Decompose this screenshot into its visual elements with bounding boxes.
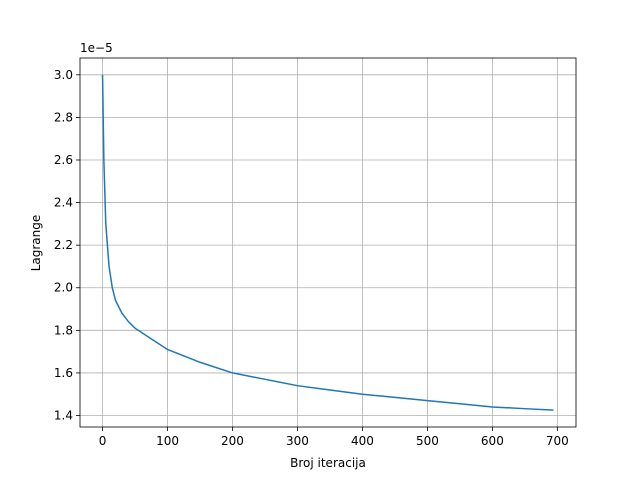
x-tick-label: 300	[286, 434, 309, 448]
y-tick-label: 2.6	[54, 153, 73, 167]
y-axis-label: Lagrange	[29, 215, 43, 272]
x-tick-label: 500	[416, 434, 439, 448]
x-tick-label: 100	[156, 434, 179, 448]
y-tick-label: 1.8	[54, 323, 73, 337]
y-tick-label: 2.8	[54, 110, 73, 124]
data-line	[101, 74, 554, 411]
y-tick-label: 2.4	[54, 196, 73, 210]
y-tick-label: 2.2	[54, 238, 73, 252]
y-tick-label: 2.0	[54, 281, 73, 295]
y-offset-text: 1e−5	[80, 41, 113, 55]
y-tick-label: 3.0	[54, 68, 73, 82]
axes-frame	[79, 57, 577, 428]
x-axis-label: Broj iteracija	[290, 456, 366, 470]
x-tick-label: 0	[99, 434, 107, 448]
x-tick-label: 700	[546, 434, 569, 448]
x-tick-label: 200	[221, 434, 244, 448]
x-tick-label: 600	[481, 434, 504, 448]
y-tick-label: 1.6	[54, 366, 73, 380]
x-tick-label: 400	[351, 434, 374, 448]
y-tick-label: 1.4	[54, 409, 73, 423]
